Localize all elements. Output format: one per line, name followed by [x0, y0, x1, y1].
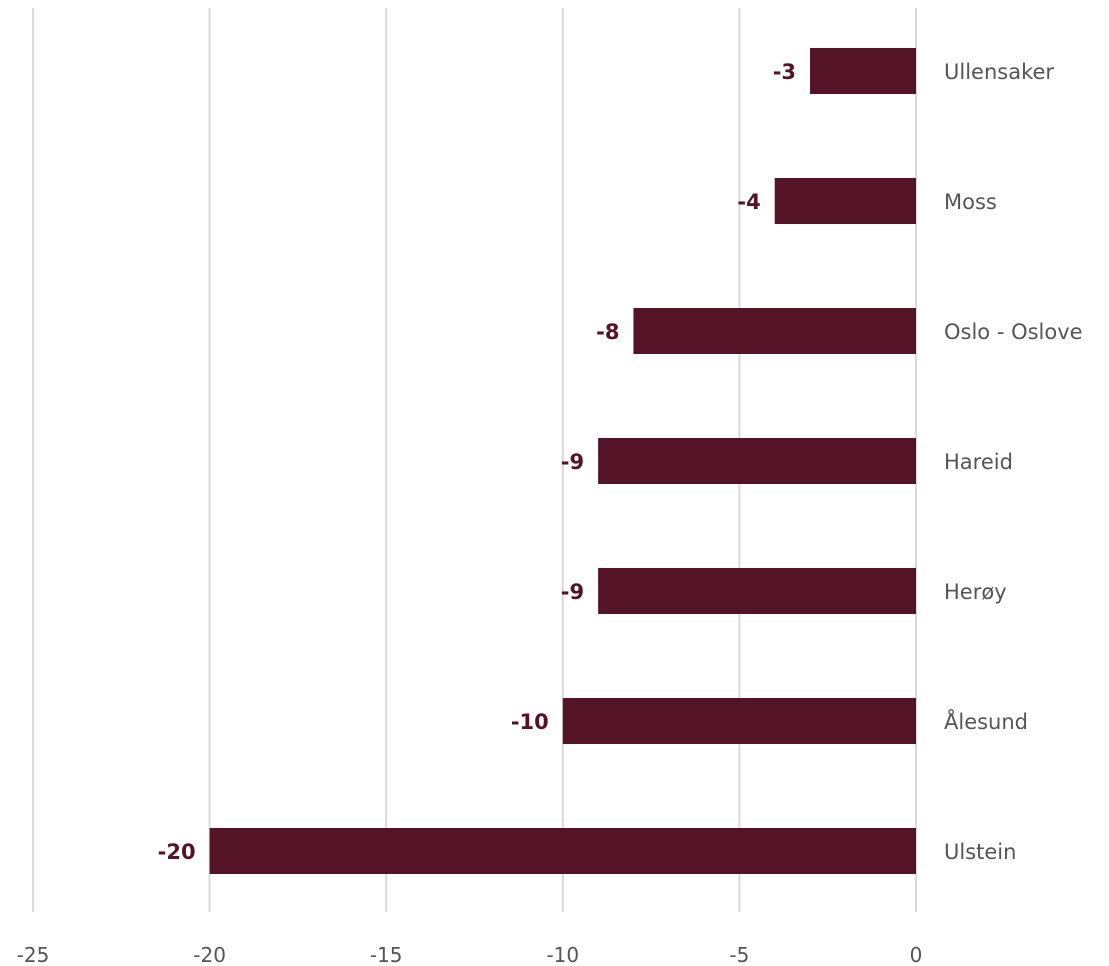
x-axis-tick-labels: -25 -20 -15 -10 -5 0 — [17, 943, 923, 966]
x-tick-label: -20 — [193, 943, 226, 966]
x-tick-label: -25 — [17, 943, 50, 966]
data-label: -20 — [158, 840, 196, 864]
category-labels: Ullensaker Moss Oslo - Oslove Hareid Herøy Ål… — [944, 60, 1083, 864]
data-label: -10 — [511, 710, 549, 734]
data-label: -4 — [737, 190, 760, 214]
x-tick-label: 0 — [910, 943, 923, 966]
category-label: Ullensaker — [944, 60, 1054, 84]
category-label: Oslo - Oslove — [944, 320, 1083, 344]
data-label: -3 — [773, 60, 796, 84]
bar — [633, 308, 916, 354]
data-label: -9 — [561, 580, 584, 604]
bar — [810, 48, 916, 94]
bar — [598, 438, 916, 484]
x-tick-label: -5 — [729, 943, 749, 966]
bars — [209, 48, 917, 874]
bar — [598, 568, 916, 614]
data-label: -8 — [596, 320, 619, 344]
category-label: Ålesund — [944, 708, 1028, 734]
data-labels: -3 -4 -8 -9 -9 -10 -20 — [158, 60, 796, 864]
category-label: Hareid — [944, 450, 1013, 474]
x-tick-label: -10 — [546, 943, 579, 966]
bar — [774, 178, 916, 224]
category-label: Ulstein — [944, 840, 1016, 864]
category-label: Moss — [944, 190, 997, 214]
bar — [562, 698, 916, 744]
category-label: Herøy — [944, 580, 1007, 604]
bar — [209, 828, 917, 874]
x-tick-label: -15 — [370, 943, 403, 966]
data-label: -9 — [561, 450, 584, 474]
